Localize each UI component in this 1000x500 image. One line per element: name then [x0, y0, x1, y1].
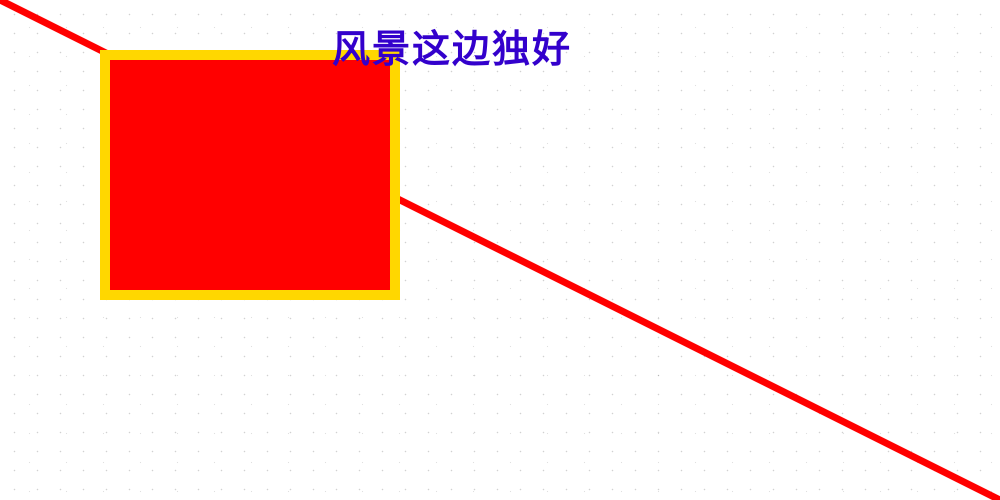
box-fill — [110, 60, 390, 290]
framed-box — [100, 50, 400, 300]
caption-text: 风景这边独好 — [332, 26, 573, 71]
